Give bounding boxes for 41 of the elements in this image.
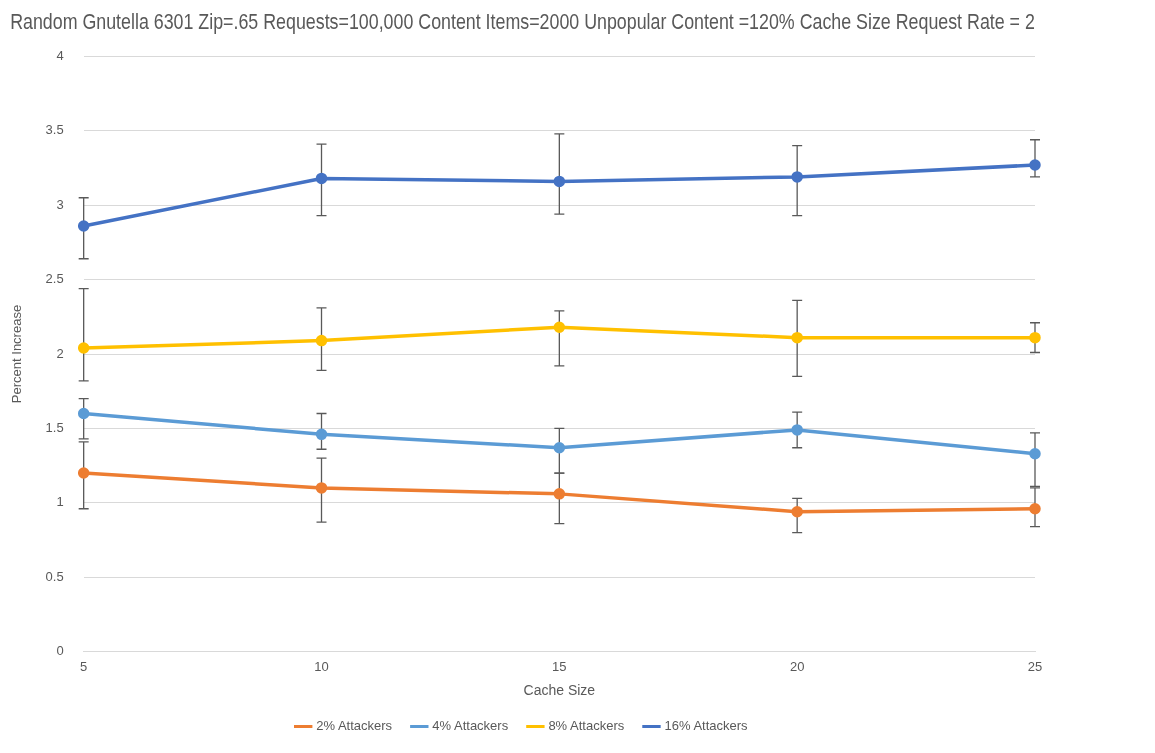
point	[1029, 331, 1041, 344]
point	[1029, 159, 1041, 171]
y-tick-label: 1	[56, 494, 64, 510]
point	[553, 488, 566, 500]
y-tick-label: 3	[56, 196, 64, 212]
point	[791, 331, 803, 344]
point	[553, 175, 566, 188]
point	[1029, 503, 1041, 515]
legend-label: 2% Attackers	[316, 718, 393, 734]
legend-label: 16% Attackers	[664, 718, 749, 734]
point	[791, 171, 803, 183]
y-tick-label: 4	[56, 47, 64, 63]
point	[315, 428, 328, 441]
point	[77, 220, 90, 232]
point	[77, 342, 90, 354]
x-tick-label: 15	[552, 658, 567, 674]
point	[791, 505, 803, 518]
x-tick-label: 10	[314, 658, 329, 674]
y-axis-title: Percent Increase	[9, 304, 25, 404]
x-axis-title: Cache Size	[523, 682, 596, 699]
point	[315, 482, 328, 494]
point	[77, 467, 90, 479]
y-tick-label: 3.5	[45, 122, 64, 138]
y-tick-label: 2.5	[45, 271, 64, 287]
x-tick-label: 25	[1027, 658, 1043, 674]
x-tick-label: 20	[789, 658, 805, 674]
y-tick-label: 2	[56, 345, 64, 361]
y-tick-label: 1.5	[45, 419, 64, 435]
point	[791, 424, 803, 436]
chart-title: Random Gnutella 6301 Zip=.65 Requests=100,000 Content Items=2000 Unpopular Content =120% Cache Size Request Rate = 2	[10, 9, 1035, 34]
point	[315, 172, 328, 185]
point	[77, 407, 90, 420]
y-tick-label: 0.5	[45, 568, 64, 584]
y-tick-label: 0	[56, 643, 64, 659]
point	[553, 321, 566, 333]
legend-label: 4% Attackers	[432, 718, 509, 734]
point	[315, 334, 328, 347]
point	[553, 441, 566, 454]
legend-label: 8% Attackers	[548, 718, 625, 734]
x-tick-label: 5	[80, 658, 88, 674]
point	[1029, 447, 1041, 460]
